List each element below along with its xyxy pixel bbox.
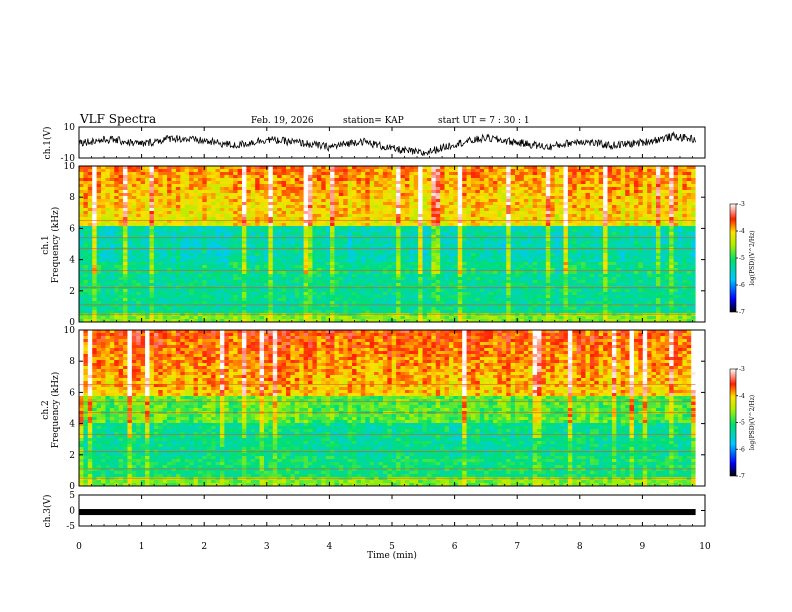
x-tick-label: 6 [452, 542, 458, 552]
x-tick-label: 4 [327, 542, 333, 552]
ch1-spec-ylabel2: Frequency (kHz) [50, 207, 61, 284]
y-tick-label: 0 [69, 318, 75, 328]
colorbar-ch2 [729, 368, 737, 477]
colorbar-tick-label: -5 [739, 255, 745, 262]
y-tick-label: 10 [64, 326, 76, 336]
y-tick-label: 0 [69, 507, 75, 517]
ch1-spec-ylabel: ch.1 [41, 235, 51, 254]
x-tick-label: 0 [76, 542, 82, 552]
x-tick-label: 7 [514, 542, 520, 552]
ch1-spectrogram [78, 165, 706, 323]
colorbar-label: log(PSD)(V^2/Hz) [749, 395, 756, 450]
colorbar-tick-label: -4 [739, 228, 745, 235]
date-label: Feb. 19, 2026 [251, 116, 314, 126]
y-tick-label: 0 [69, 482, 75, 492]
y-tick-label: 4 [69, 256, 75, 266]
ch2-spectrogram [78, 329, 706, 487]
figure-title: VLF Spectra [79, 112, 156, 126]
y-tick-label: 10 [64, 123, 76, 133]
ch2-spec-ylabel2: Frequency (kHz) [50, 372, 61, 449]
y-tick-label: 2 [69, 451, 75, 461]
y-tick-label: -10 [61, 154, 76, 164]
y-tick-label: 4 [69, 420, 75, 430]
colorbar-tick-label: -7 [739, 309, 745, 316]
y-tick-label: 6 [69, 224, 75, 234]
station-label: station= KAP [343, 116, 404, 126]
x-axis-label: Time (min) [367, 550, 417, 561]
ch3-signal-bar [79, 509, 696, 516]
y-tick-label: -5 [66, 522, 75, 532]
colorbar-tick-label: -5 [739, 420, 745, 427]
x-tick-label: 8 [577, 542, 583, 552]
colorbar-tick-label: -6 [739, 282, 745, 289]
x-tick-label: 1 [139, 542, 145, 552]
y-tick-label: 8 [69, 193, 75, 203]
x-tick-label: 10 [699, 542, 711, 552]
ch3-ylabel: ch.3(V) [42, 495, 53, 528]
y-tick-label: 10 [64, 162, 76, 172]
colorbar-label: log(PSD)(V^2/Hz) [749, 230, 756, 285]
colorbar-tick-label: -4 [739, 393, 745, 400]
panel-frame [78, 126, 706, 159]
y-tick-label: 6 [69, 388, 75, 398]
x-tick-label: 3 [264, 542, 270, 552]
ch1-waveform-line [78, 131, 696, 157]
x-tick-label: 2 [201, 542, 207, 552]
colorbar-ch1 [729, 203, 737, 313]
colorbar-tick-label: -6 [739, 446, 745, 453]
colorbar-tick-label: -3 [739, 366, 745, 373]
colorbar-tick-label: -7 [739, 473, 745, 480]
x-tick-label: 9 [640, 542, 646, 552]
start-time-label: start UT = 7 : 30 : 1 [438, 116, 530, 126]
y-tick-label: 2 [69, 287, 75, 297]
y-tick-label: 8 [69, 357, 75, 367]
ch1-ylabel: ch.1(V) [42, 127, 53, 160]
x-tick-label: 5 [389, 542, 395, 552]
ch2-spec-ylabel: ch.2 [41, 400, 51, 419]
y-tick-label: 5 [69, 491, 75, 501]
colorbar-tick-label: -3 [739, 201, 745, 208]
